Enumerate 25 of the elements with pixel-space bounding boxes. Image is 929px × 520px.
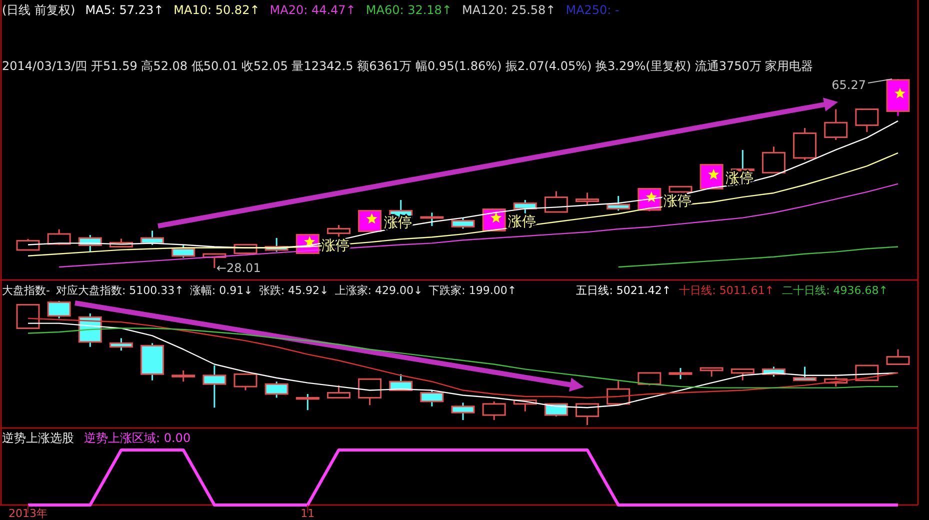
chart-title: (日线 前复权) [2, 3, 76, 17]
legend-label: MA120: 25.58↑ [462, 3, 556, 17]
text: 对应大盘指数: 5100.33↑ [56, 284, 184, 297]
annotation: 65.27 [832, 78, 866, 92]
text: 二十日线: 4936.68↑ [782, 284, 888, 297]
text: 张跌: 45.92↓ [258, 284, 329, 297]
candlestick [202, 364, 226, 408]
x-tick-label: 2013年 [8, 507, 48, 520]
x-tick-label: 11 [300, 507, 315, 520]
chart-title: 逆势上涨选股 [2, 431, 74, 445]
text: MA5: 57.23↑ [85, 3, 164, 17]
text: MA60: 32.18↑ [366, 3, 452, 17]
text: MA10: 50.82↑ [174, 3, 260, 17]
legend-label: MA250: - [566, 3, 620, 17]
series-label: 逆势上涨区域: 0.00 [84, 431, 191, 445]
text: 上涨家: 429.00↓ [334, 284, 423, 297]
text: 下跌家: 199.00↑ [428, 284, 517, 297]
text: 五日线: 5021.42↑ [576, 284, 672, 297]
chart-subtitle: 2014/03/13/四 开51.59 高52.08 低50.01 收52.05 量12342.5 额6361万 幅0.95(1.86%) 振2.07(4.05%) 换3.29%(里复权) 流通3750万 家用电器 [2, 59, 814, 73]
annotation: ←28.01 [216, 261, 261, 275]
chart-title: 大盘指数- [2, 284, 50, 297]
annotation: 涨停 [726, 170, 754, 187]
text: MA20: 44.47↑ [270, 3, 356, 17]
text: 涨幅: 0.91↓ [190, 284, 253, 297]
text: 十日线: 5011.61↑ [679, 284, 774, 297]
